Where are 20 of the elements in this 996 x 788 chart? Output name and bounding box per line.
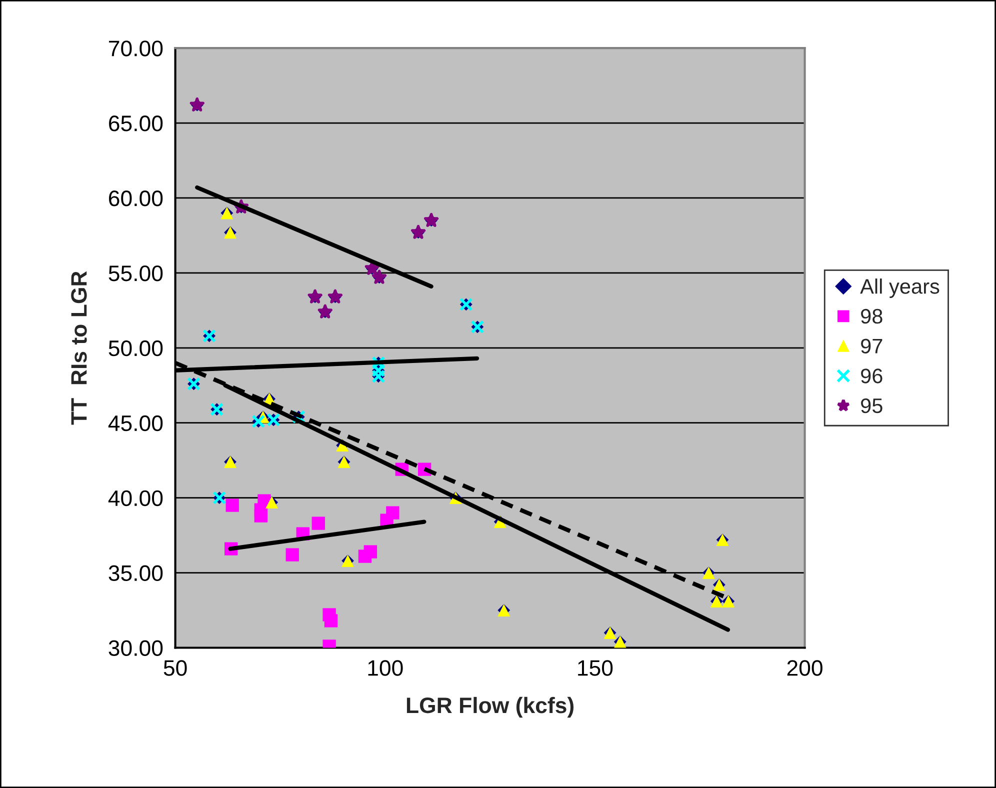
y-tick-label: 30.00 [108,640,163,656]
legend-label: 95 [861,398,882,414]
legend-label: All years [860,278,940,298]
legend-label: 96 [861,368,882,384]
x-axis-title: LGR Flow (kcfs) [406,696,574,718]
x-tick-label: 100 [368,660,403,676]
y-tick-label: 60.00 [109,190,163,206]
legend-label: 97 [861,338,882,354]
y-tick-label: 65.00 [109,116,163,132]
y-tick-label: 50.00 [108,340,163,356]
x-tick-label: 200 [787,660,822,676]
y-axis-title: TT RIs to LGR [71,271,87,425]
y-tick-label: 35.00 [108,565,163,582]
x-tick-label: 150 [578,660,613,676]
y-tick-label: 45.00 [108,415,163,432]
y-tick-label: 40.00 [108,490,163,506]
x-tick-label: 50 [164,660,187,676]
legend-label: 98 [861,308,882,324]
y-tick-label: 70.00 [109,40,163,56]
y-tick-label: 55.00 [108,265,163,282]
